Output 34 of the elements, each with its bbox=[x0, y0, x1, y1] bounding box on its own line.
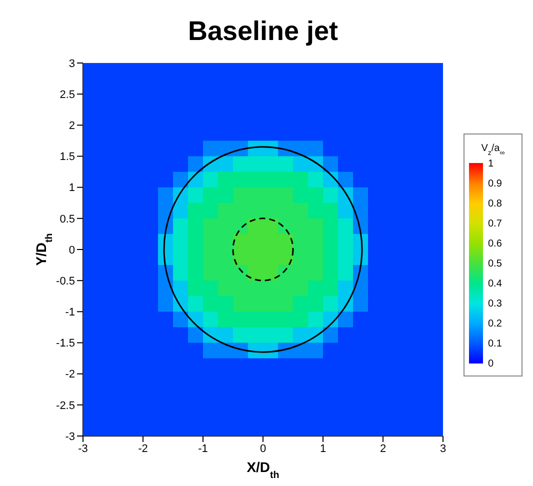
color-bar-title: V$_{z}$/a$_{∞}$ bbox=[481, 143, 505, 156]
color-bar-label: 0.1 bbox=[488, 338, 502, 350]
y-tick-label: 2.5 bbox=[60, 88, 75, 101]
color-bar-label: 0.2 bbox=[488, 318, 502, 330]
color-bar-label: 0.6 bbox=[488, 238, 502, 250]
color-bar-label: 0.3 bbox=[488, 298, 502, 310]
y-tick-label: -1 bbox=[65, 306, 75, 319]
x-tick-label: 1 bbox=[320, 442, 326, 455]
x-tick-label: 0 bbox=[260, 442, 266, 455]
y-tick-label: 0.5 bbox=[60, 213, 75, 226]
y-tick-label: 0 bbox=[68, 244, 75, 256]
x-tick-label: 2 bbox=[380, 442, 386, 455]
y-tick-label: -1.5 bbox=[56, 338, 75, 350]
color-bar-label: 1 bbox=[488, 158, 494, 170]
color-bar-label: 0.8 bbox=[488, 198, 502, 210]
color-bar-label: 0 bbox=[488, 358, 494, 370]
y-tick-label: -2 bbox=[65, 368, 75, 381]
y-tick-label: 3 bbox=[68, 58, 75, 70]
y-tick-label: -3 bbox=[65, 430, 75, 443]
y-tick-label: 1.5 bbox=[60, 151, 75, 164]
x-tick-label: -3 bbox=[78, 442, 88, 455]
x-tick-label: -1 bbox=[198, 442, 208, 455]
color-bar-label: 0.4 bbox=[488, 278, 502, 290]
y-tick-label: 1 bbox=[68, 182, 75, 194]
x-tick-label: 3 bbox=[440, 442, 446, 455]
chart-title: Baseline jet bbox=[186, 16, 340, 47]
y-tick-label: -2.5 bbox=[56, 400, 75, 412]
y-tick-label: -0.5 bbox=[56, 275, 75, 288]
color-bar-label: 0.9 bbox=[488, 178, 502, 190]
color-bar-label: 0.5 bbox=[488, 258, 502, 270]
x-axis-title: X/D$_{th}$ bbox=[246, 459, 280, 480]
x-tick-label: -2 bbox=[138, 442, 148, 455]
y-tick-label: 2 bbox=[68, 120, 75, 132]
color-bar-label: 0.7 bbox=[488, 218, 502, 230]
